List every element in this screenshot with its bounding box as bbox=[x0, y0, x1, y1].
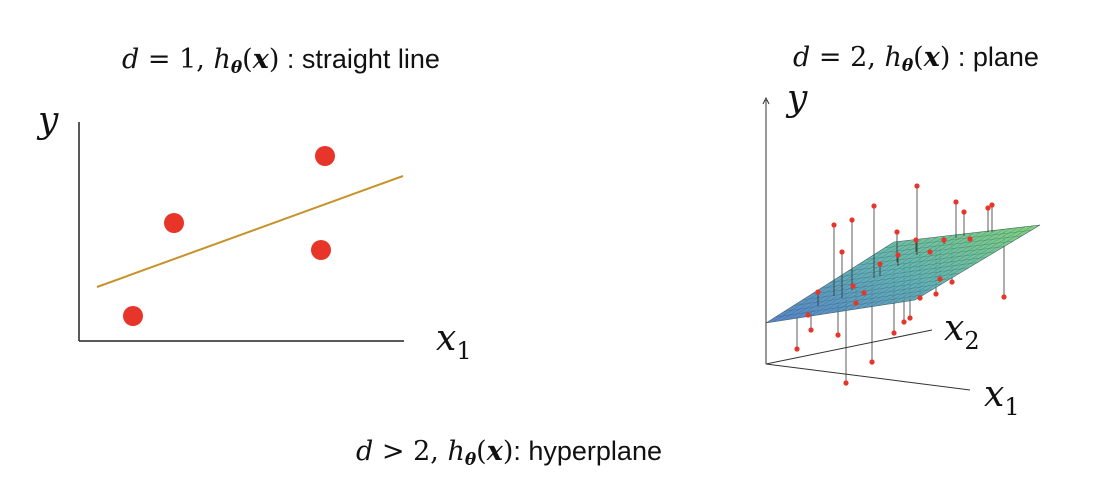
data-point-3d bbox=[901, 319, 907, 325]
stems-front bbox=[817, 186, 993, 306]
data-point-3d bbox=[843, 380, 849, 386]
data-point-3d bbox=[869, 359, 875, 365]
data-point-3d bbox=[794, 346, 800, 352]
data-point-3d bbox=[861, 290, 867, 296]
fit-line bbox=[96, 175, 404, 288]
right-y-axis-arrow bbox=[762, 96, 770, 105]
data-point-3d bbox=[933, 291, 939, 297]
data-point-3d bbox=[985, 205, 991, 211]
data-point-3d bbox=[839, 249, 845, 255]
data-point-3d bbox=[850, 283, 856, 289]
data-point-3d bbox=[853, 300, 859, 306]
plane-grid bbox=[773, 225, 1033, 323]
data-point-3d bbox=[895, 252, 901, 258]
data-point-3d bbox=[808, 327, 814, 333]
caption-bottom: d > 2, hθ(x): hyperplane bbox=[356, 436, 662, 470]
data-point-3d bbox=[805, 312, 811, 318]
data-point-3d bbox=[815, 289, 821, 295]
data-point-3d bbox=[949, 279, 955, 285]
data-point-3d bbox=[894, 229, 900, 235]
data-point-3d bbox=[871, 203, 877, 209]
data-point bbox=[164, 213, 184, 233]
data-point-3d bbox=[953, 199, 959, 205]
right-y-label: y bbox=[787, 78, 808, 119]
data-point-3d bbox=[849, 217, 855, 223]
data-point-3d bbox=[831, 222, 837, 228]
data-point bbox=[123, 306, 143, 326]
right-x2-label: x2 bbox=[944, 308, 980, 355]
data-point-3d bbox=[917, 295, 923, 301]
right-x2-axis bbox=[765, 329, 933, 365]
caption-right: d = 2, hθ(x) : plane bbox=[793, 42, 1039, 76]
left-y-label: y bbox=[38, 100, 59, 141]
data-point-3d bbox=[914, 183, 920, 189]
data-point-3d bbox=[989, 202, 995, 208]
right-x1-axis bbox=[765, 363, 971, 391]
left-x-label: x1 bbox=[436, 318, 472, 365]
scatter-points-3d bbox=[794, 183, 1007, 386]
data-point-3d bbox=[927, 249, 933, 255]
data-point-3d bbox=[891, 330, 897, 336]
caption-left: d = 1, hθ(x) : straight line bbox=[122, 44, 440, 78]
data-point bbox=[311, 240, 331, 260]
data-point-3d bbox=[941, 237, 947, 243]
data-point-3d bbox=[1001, 294, 1007, 300]
data-point-3d bbox=[913, 237, 919, 243]
data-point-3d bbox=[835, 332, 841, 338]
right-x1-label: x1 bbox=[984, 374, 1020, 421]
data-point bbox=[315, 146, 335, 166]
data-point-3d bbox=[967, 236, 973, 242]
data-point-3d bbox=[961, 209, 967, 215]
data-point-3d bbox=[877, 261, 883, 267]
data-point-3d bbox=[937, 276, 943, 282]
regression-plane bbox=[765, 224, 1041, 324]
data-point-3d bbox=[907, 315, 913, 321]
